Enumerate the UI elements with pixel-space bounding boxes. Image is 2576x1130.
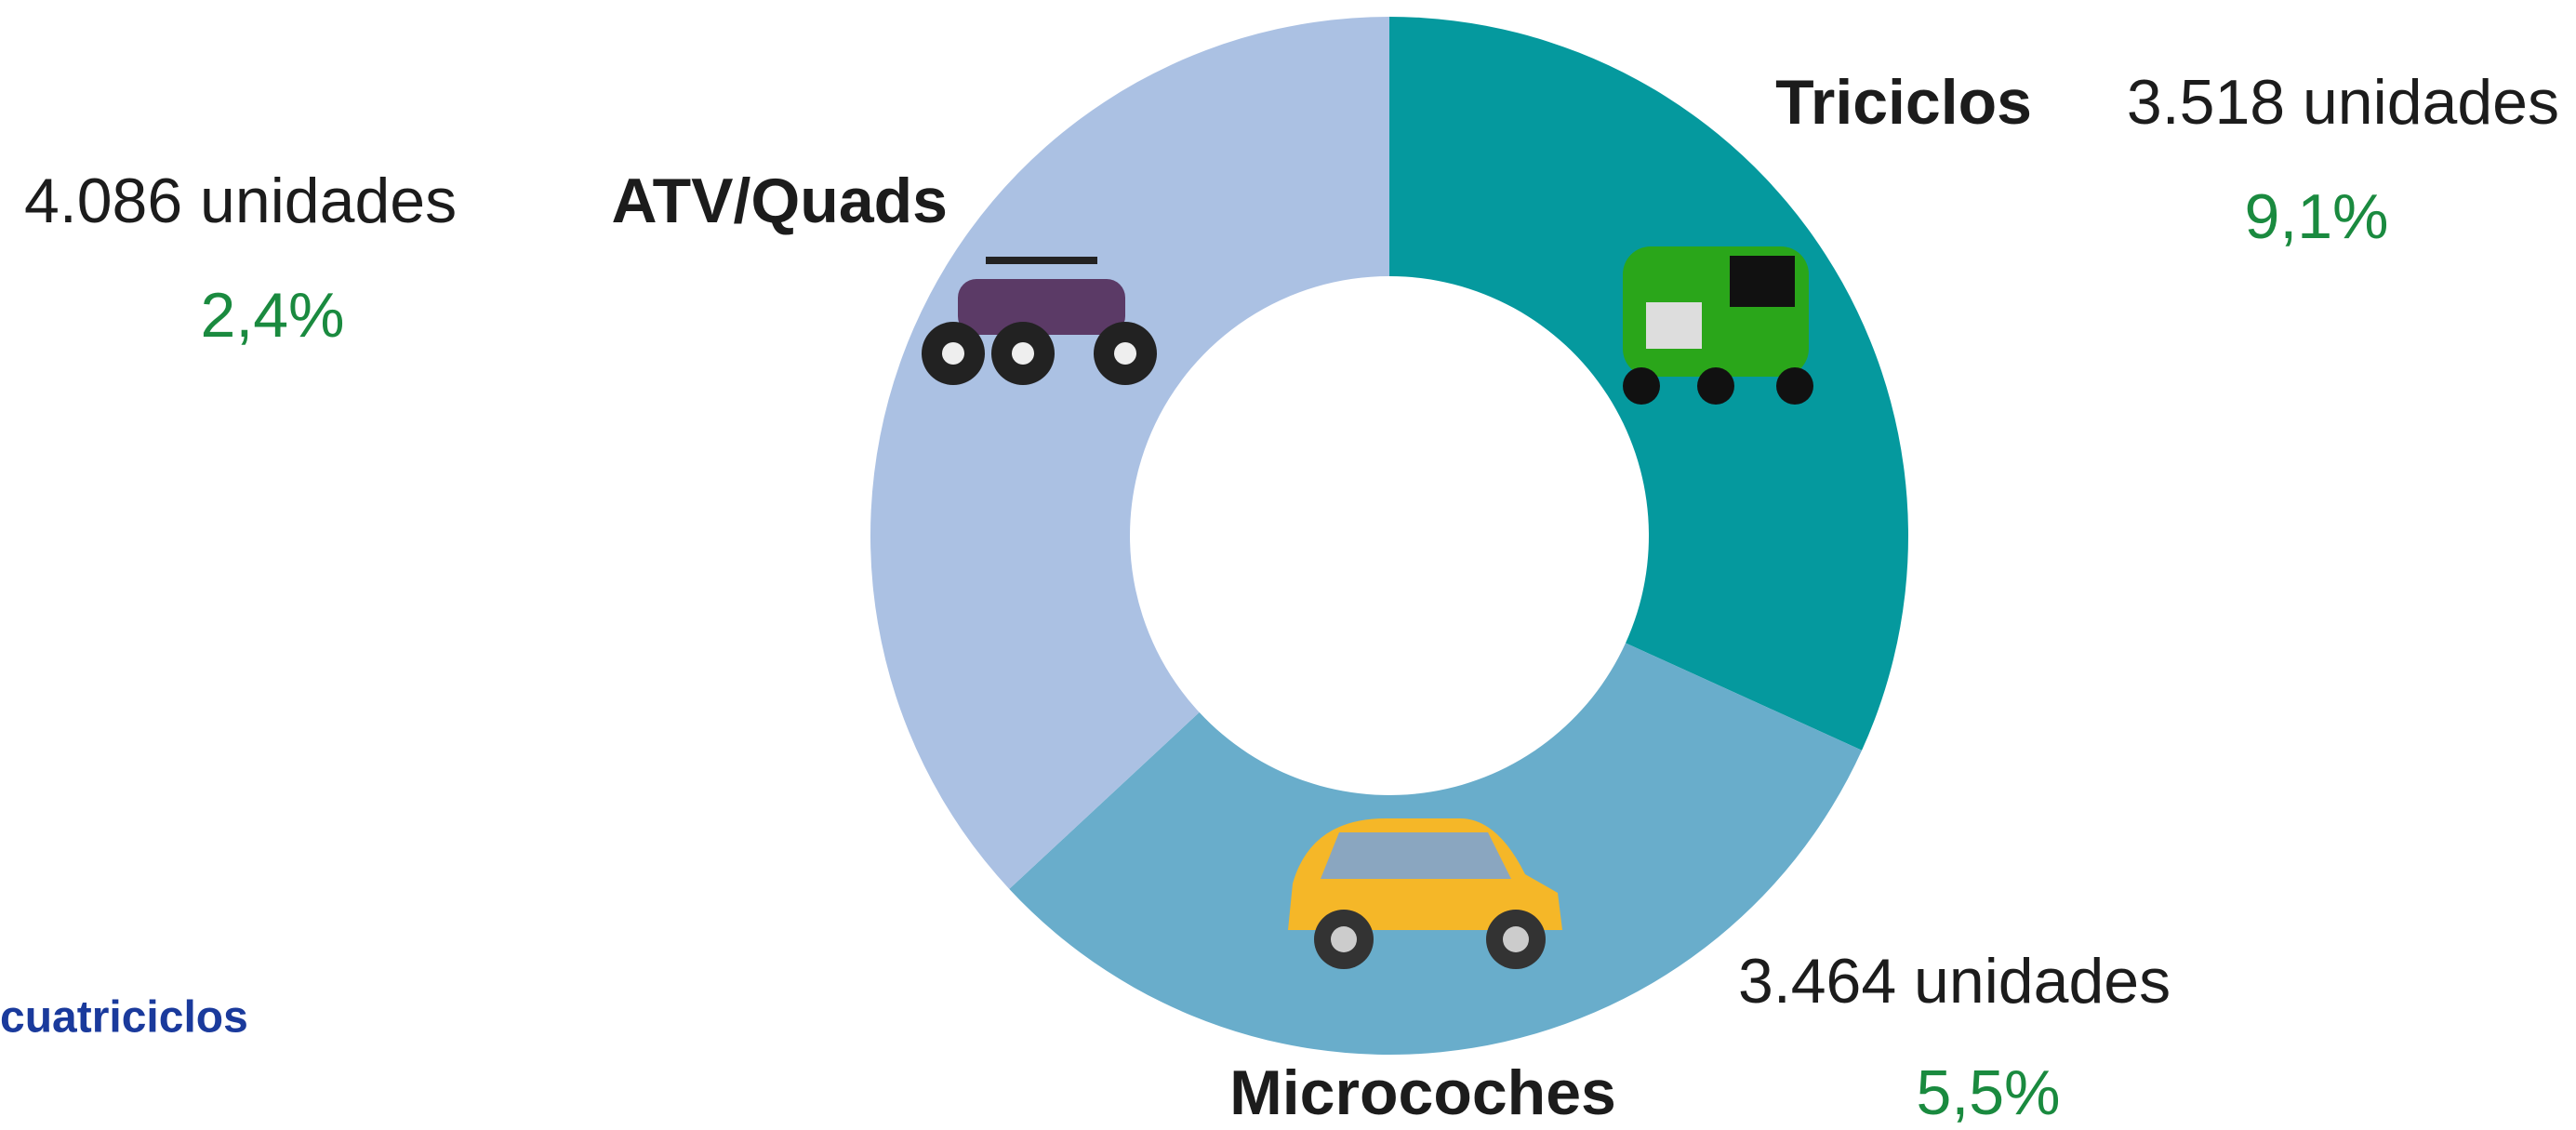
category-label: Microcoches bbox=[1229, 1057, 1616, 1128]
value-label: 3.518 unidades bbox=[2127, 67, 2559, 138]
change-label: 2,4% bbox=[201, 280, 345, 351]
donut-slice bbox=[870, 16, 1389, 889]
car-icon bbox=[1288, 818, 1562, 969]
slices bbox=[870, 16, 1908, 1055]
change-label: 9,1% bbox=[2245, 181, 2389, 252]
icons bbox=[922, 246, 1813, 969]
value-label: 3.464 unidades bbox=[1738, 946, 2171, 1017]
value-label: 4.086 unidades bbox=[24, 166, 457, 236]
footer: cuatriciclos bbox=[0, 993, 248, 1043]
atv-icon bbox=[922, 257, 1157, 385]
change-label: 5,5% bbox=[1917, 1057, 2061, 1128]
category-label: Triciclos bbox=[1775, 67, 2032, 138]
tricycle-icon bbox=[1623, 246, 1813, 405]
category-label: ATV/Quads bbox=[612, 166, 948, 236]
